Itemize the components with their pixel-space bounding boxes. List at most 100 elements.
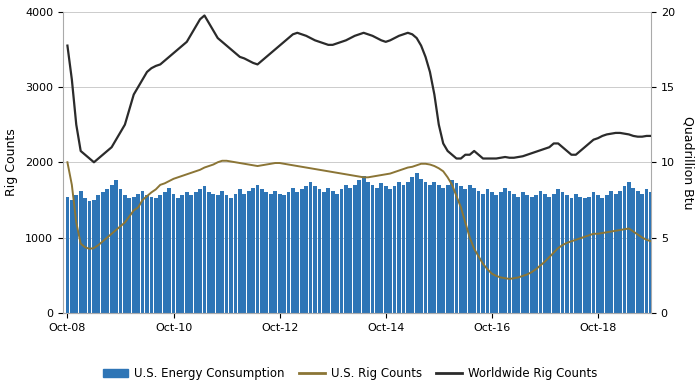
Bar bbox=[340, 189, 344, 313]
Bar bbox=[477, 191, 480, 313]
Bar bbox=[508, 191, 512, 313]
Bar bbox=[295, 192, 299, 313]
Bar bbox=[167, 188, 171, 313]
Bar bbox=[158, 196, 162, 313]
Bar bbox=[517, 197, 520, 313]
Bar bbox=[379, 183, 383, 313]
Bar bbox=[552, 194, 556, 313]
Bar bbox=[636, 191, 640, 313]
Bar bbox=[596, 196, 600, 313]
Bar bbox=[393, 187, 396, 313]
Bar bbox=[402, 185, 405, 313]
Bar bbox=[583, 198, 587, 313]
Bar bbox=[605, 196, 609, 313]
Bar bbox=[145, 196, 149, 313]
Bar bbox=[154, 198, 158, 313]
Bar bbox=[649, 192, 653, 313]
Bar bbox=[273, 191, 277, 313]
Bar bbox=[313, 187, 317, 313]
Bar bbox=[601, 198, 604, 313]
Bar bbox=[454, 183, 458, 313]
Bar bbox=[556, 189, 560, 313]
Bar bbox=[494, 196, 498, 313]
Bar bbox=[322, 192, 326, 313]
Bar bbox=[331, 191, 335, 313]
Bar bbox=[211, 194, 215, 313]
Y-axis label: Rig Counts: Rig Counts bbox=[5, 128, 18, 196]
Bar bbox=[229, 198, 233, 313]
Bar bbox=[349, 188, 352, 313]
Bar bbox=[123, 196, 127, 313]
Bar bbox=[105, 189, 109, 313]
Bar bbox=[304, 187, 308, 313]
Bar bbox=[406, 182, 410, 313]
Bar bbox=[242, 194, 246, 313]
Bar bbox=[645, 189, 648, 313]
Bar bbox=[410, 177, 414, 313]
Bar bbox=[176, 198, 180, 313]
Legend: U.S. Energy Consumption, U.S. Rig Counts, Worldwide Rig Counts: U.S. Energy Consumption, U.S. Rig Counts… bbox=[98, 363, 602, 385]
Bar bbox=[631, 188, 635, 313]
Bar bbox=[561, 192, 564, 313]
Bar bbox=[88, 201, 92, 313]
Bar bbox=[565, 196, 569, 313]
Bar bbox=[269, 194, 273, 313]
Bar bbox=[353, 185, 357, 313]
Bar bbox=[110, 185, 113, 313]
Bar bbox=[389, 189, 392, 313]
Bar bbox=[185, 192, 189, 313]
Bar bbox=[530, 197, 533, 313]
Bar bbox=[101, 192, 105, 313]
Bar bbox=[286, 192, 290, 313]
Bar bbox=[141, 191, 144, 313]
Bar bbox=[397, 182, 401, 313]
Bar bbox=[486, 189, 489, 313]
Bar bbox=[189, 196, 193, 313]
Bar bbox=[446, 185, 449, 313]
Bar bbox=[335, 194, 339, 313]
Bar bbox=[83, 198, 87, 313]
Bar bbox=[481, 194, 485, 313]
Bar bbox=[318, 189, 321, 313]
Bar bbox=[79, 191, 83, 313]
Bar bbox=[278, 194, 281, 313]
Bar bbox=[609, 191, 613, 313]
Bar bbox=[627, 182, 631, 313]
Bar bbox=[512, 194, 516, 313]
Bar bbox=[419, 179, 423, 313]
Bar bbox=[265, 192, 268, 313]
Bar bbox=[291, 188, 295, 313]
Bar bbox=[172, 194, 176, 313]
Bar bbox=[525, 196, 529, 313]
Bar bbox=[194, 192, 197, 313]
Bar bbox=[256, 185, 260, 313]
Bar bbox=[640, 194, 644, 313]
Bar bbox=[70, 200, 74, 313]
Bar bbox=[424, 182, 428, 313]
Bar bbox=[543, 194, 547, 313]
Bar bbox=[198, 189, 202, 313]
Bar bbox=[225, 196, 228, 313]
Bar bbox=[282, 196, 286, 313]
Bar bbox=[234, 194, 237, 313]
Bar bbox=[428, 185, 432, 313]
Bar bbox=[538, 191, 543, 313]
Bar bbox=[207, 192, 211, 313]
Bar bbox=[66, 197, 69, 313]
Bar bbox=[202, 187, 206, 313]
Bar bbox=[521, 192, 525, 313]
Bar bbox=[384, 187, 388, 313]
Bar bbox=[326, 188, 330, 313]
Bar bbox=[415, 173, 419, 313]
Bar bbox=[344, 185, 348, 313]
Bar bbox=[614, 194, 617, 313]
Bar bbox=[150, 197, 153, 313]
Bar bbox=[97, 196, 100, 313]
Bar bbox=[181, 196, 184, 313]
Bar bbox=[362, 176, 365, 313]
Bar bbox=[114, 180, 118, 313]
Bar bbox=[92, 200, 96, 313]
Bar bbox=[574, 194, 578, 313]
Bar bbox=[220, 191, 224, 313]
Bar bbox=[468, 185, 472, 313]
